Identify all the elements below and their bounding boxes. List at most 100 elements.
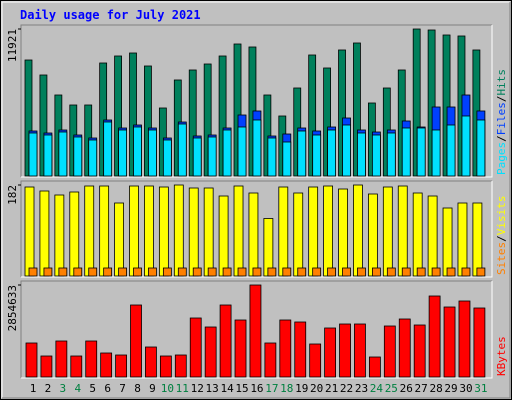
bar (39, 74, 48, 177)
x-tick-label: 11 (176, 382, 189, 395)
bar (297, 130, 307, 177)
x-tick-label: 12 (191, 382, 204, 395)
bar (308, 54, 317, 177)
bar (443, 306, 456, 378)
bar (144, 65, 152, 177)
bar (99, 62, 108, 177)
bar (267, 137, 277, 177)
bar (312, 267, 322, 277)
x-tick-label: 10 (161, 382, 174, 395)
bar (248, 192, 259, 277)
bar (431, 129, 441, 177)
bar (188, 187, 199, 277)
x-tick-label: 23 (355, 382, 368, 395)
bar (24, 59, 33, 177)
bar (114, 55, 122, 177)
x-tick-label: 9 (149, 382, 156, 395)
legend-entry: Hits (495, 69, 508, 96)
bar (371, 134, 381, 177)
x-tick-label: 6 (104, 382, 111, 395)
bar (282, 267, 292, 277)
bar (357, 267, 366, 277)
bar (367, 193, 378, 277)
bar (461, 267, 471, 277)
bar (40, 355, 53, 378)
bar (58, 131, 68, 177)
bar (177, 267, 187, 277)
bar (100, 352, 113, 378)
bar (189, 317, 202, 378)
bar (115, 354, 127, 378)
bar (144, 185, 154, 277)
bar (133, 267, 142, 277)
y-tick-label: 11921 (6, 29, 19, 62)
bar (279, 319, 292, 378)
legend-separator: / (495, 135, 508, 142)
bar (114, 202, 124, 277)
bar (43, 267, 53, 277)
bar (129, 52, 137, 177)
x-tick-label: 27 (415, 382, 428, 395)
bar (431, 267, 441, 277)
bar (416, 127, 426, 177)
bar (267, 267, 277, 277)
bar (218, 195, 229, 277)
bar (446, 267, 456, 277)
bar (73, 267, 83, 277)
bar (204, 326, 217, 378)
bar (129, 185, 139, 277)
plot-bevel (20, 180, 492, 277)
plot-bevel (20, 24, 492, 177)
bar (427, 195, 438, 277)
bar (88, 267, 98, 277)
bar (371, 267, 381, 277)
bar (84, 185, 95, 277)
bar (85, 340, 98, 378)
bar (252, 119, 262, 177)
bar (192, 267, 202, 277)
bar (458, 300, 471, 378)
bar (473, 307, 486, 378)
bar (173, 184, 184, 277)
bar (412, 28, 421, 177)
bar (237, 126, 247, 177)
bar (383, 325, 396, 378)
x-tick-label: 13 (206, 382, 219, 395)
x-tick-label: 18 (280, 382, 293, 395)
bar (133, 126, 142, 177)
x-tick-label: 22 (340, 382, 353, 395)
x-tick-label: 21 (325, 382, 338, 395)
y-tick-label: 182 (6, 185, 19, 205)
bar (174, 354, 187, 378)
x-tick-label: 25 (385, 382, 398, 395)
bar (357, 132, 366, 177)
legend: KBytes (495, 336, 508, 376)
plot-bevel (21, 181, 493, 278)
bar (233, 185, 244, 277)
bar (327, 129, 337, 177)
x-tick-label: 1 (30, 382, 37, 395)
bar (159, 355, 172, 378)
bar (263, 218, 274, 277)
x-tick-label: 17 (265, 382, 278, 395)
bar (382, 186, 393, 277)
bar (339, 323, 351, 378)
bar (427, 29, 436, 177)
bar (58, 267, 68, 277)
bar (219, 304, 232, 378)
bar (428, 295, 441, 378)
bar (342, 267, 351, 277)
x-tick-label: 16 (250, 382, 263, 395)
bar (252, 267, 262, 277)
bar (472, 202, 483, 277)
x-tick-label: 3 (60, 382, 67, 395)
plot-bevel (20, 280, 492, 378)
bar (386, 267, 396, 277)
x-tick-label: 7 (119, 382, 126, 395)
x-tick-label: 2 (45, 382, 52, 395)
x-tick-label: 19 (295, 382, 308, 395)
bar (203, 63, 212, 177)
bar (25, 342, 38, 378)
